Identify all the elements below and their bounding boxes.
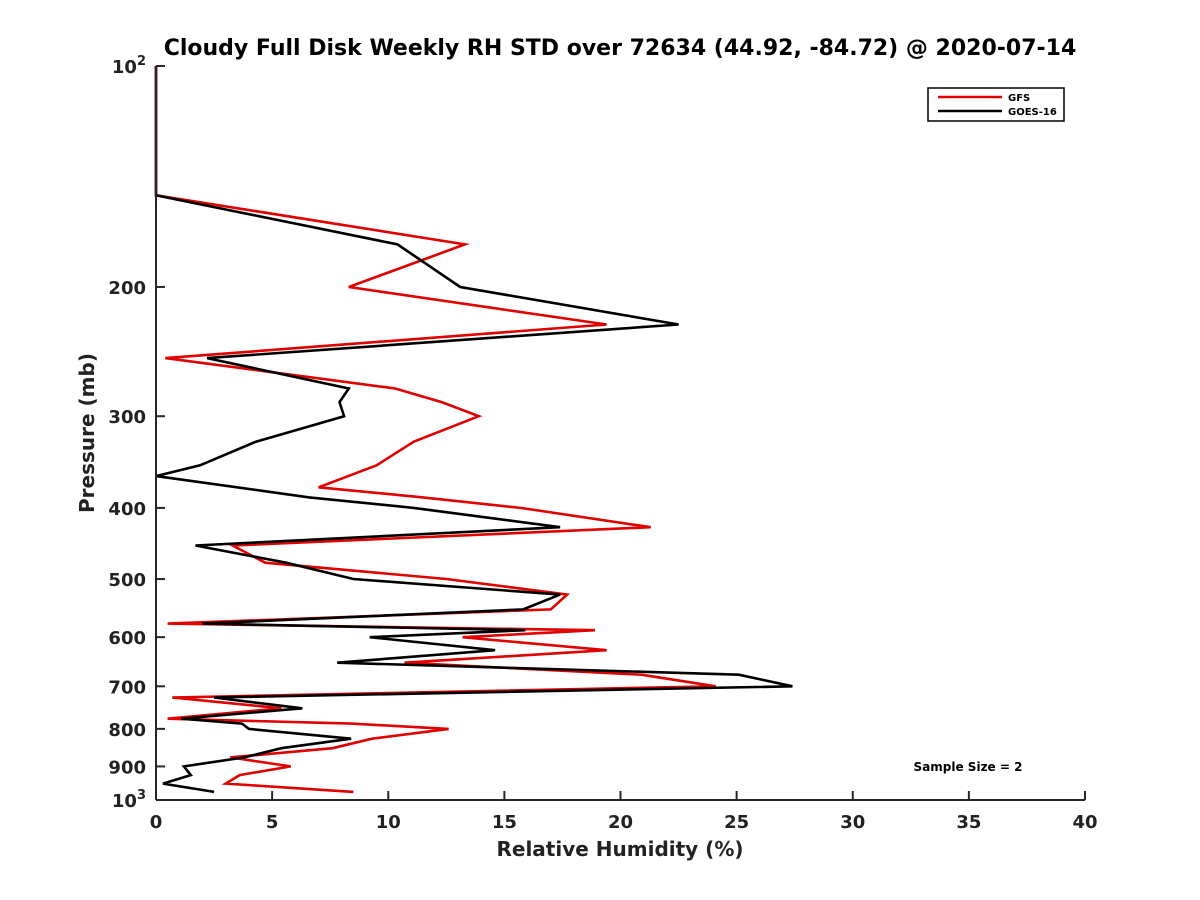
x-axis-label: Relative Humidity (%) — [496, 837, 743, 861]
y-tick-label: 700 — [108, 677, 146, 698]
series-layer — [154, 66, 793, 794]
y-axis-label: Pressure (mb) — [75, 353, 99, 513]
x-tick-label: 20 — [608, 812, 633, 833]
sample-size-annotation: Sample Size = 2 — [914, 760, 1023, 774]
x-tick-label: 10 — [376, 812, 401, 833]
chart-title: Cloudy Full Disk Weekly RH STD over 7263… — [164, 36, 1077, 61]
plot-area — [156, 66, 1085, 800]
x-tick-label: 0 — [150, 812, 163, 833]
x-tick-label: 35 — [956, 812, 981, 833]
y-tick-label: 300 — [108, 407, 146, 428]
y-tick-label: 600 — [108, 628, 146, 649]
x-tick-label: 30 — [840, 812, 865, 833]
y-tick-label: 500 — [108, 570, 146, 591]
legend: GFS GOES-16 — [927, 87, 1065, 122]
y-tick-label: 400 — [108, 499, 146, 520]
x-tick-label: 15 — [492, 812, 517, 833]
y-tick-label: 900 — [108, 757, 146, 778]
y-tick-label: 102 — [112, 54, 146, 78]
y-tick-label: 800 — [108, 720, 146, 741]
legend-box — [927, 87, 1065, 122]
legend-label-gfs: GFS — [1008, 93, 1030, 104]
x-tick-label: 5 — [266, 812, 279, 833]
y-ticks: 102 200 300 400 500 600 700 800 900 103 — [108, 54, 165, 812]
x-ticks: 0 5 10 15 20 25 30 35 40 — [150, 791, 1098, 833]
y-tick-label: 200 — [108, 278, 146, 299]
legend-label-goes16: GOES-16 — [1008, 107, 1057, 118]
x-tick-label: 25 — [724, 812, 749, 833]
series-line-goes16 — [154, 66, 793, 794]
y-tick-label: 103 — [112, 788, 146, 812]
x-tick-label: 40 — [1072, 812, 1097, 833]
